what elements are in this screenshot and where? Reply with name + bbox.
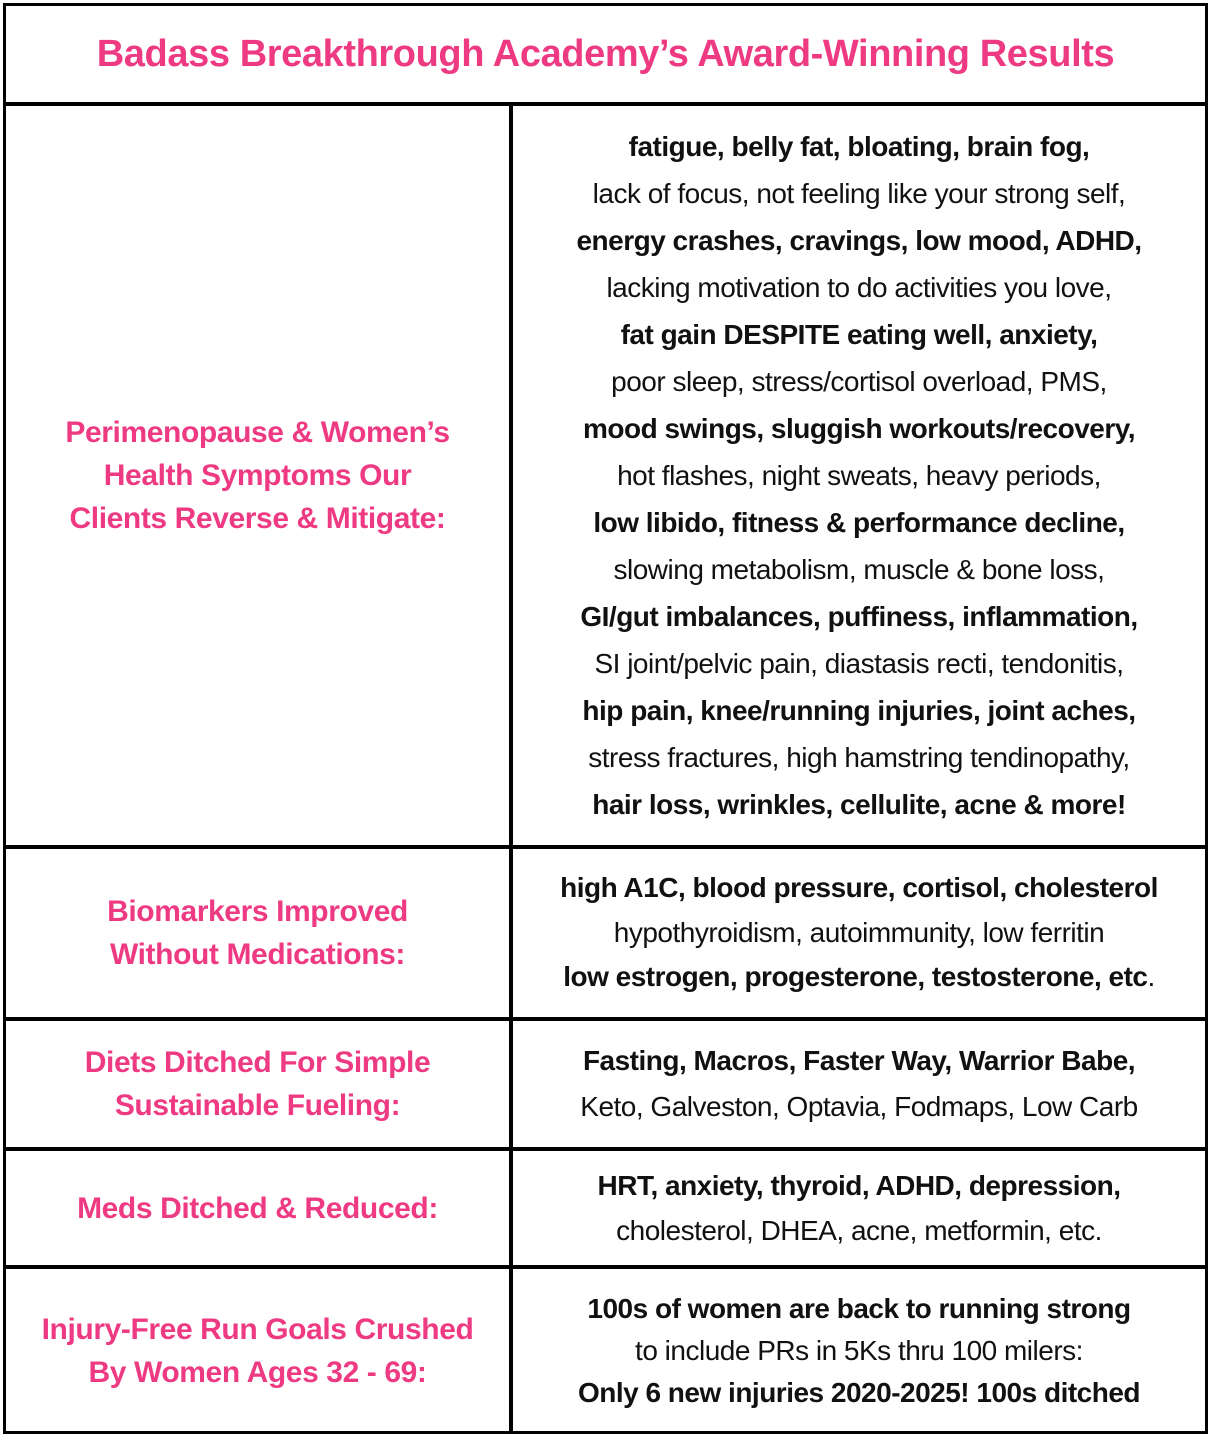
line-text: low libido, fitness & performance declin… [593, 507, 1125, 538]
content-line: mood swings, sluggish workouts/recovery, [582, 405, 1136, 452]
content-line: fat gain DESPITE eating well, anxiety, [621, 311, 1098, 358]
content-line: lack of focus, not feeling like your str… [593, 170, 1126, 217]
line-text: cholesterol, DHEA, acne, metformin, etc. [616, 1215, 1102, 1246]
line-text: Keto, Galveston, Optavia, Fodmaps, Low C… [580, 1091, 1138, 1122]
table-title: Badass Breakthrough Academy’s Award-Winn… [6, 6, 1205, 106]
content-line: HRT, anxiety, thyroid, ADHD, depression, [598, 1163, 1121, 1208]
line-text: HRT, anxiety, thyroid, ADHD, depression, [597, 1170, 1121, 1201]
content-line: to include PRs in 5Ks thru 100 milers: [635, 1330, 1083, 1372]
content-line: hypothyroidism, autoimmunity, low ferrit… [613, 911, 1105, 956]
line-text: hip pain, knee/running injuries, joint a… [582, 695, 1136, 726]
line-text: to include PRs in 5Ks thru 100 milers: [635, 1334, 1083, 1366]
row-content: Fasting, Macros, Faster Way, Warrior Bab… [513, 1021, 1205, 1147]
content-line: slowing metabolism, muscle & bone loss, [614, 546, 1105, 593]
table-row: Perimenopause & Women’s Health Symptoms … [6, 106, 1205, 849]
row-label: Meds Ditched & Reduced: [6, 1151, 513, 1265]
table-row: Biomarkers Improved Without Medications:… [6, 849, 1205, 1021]
line-text: lack of focus, not feeling like your str… [592, 178, 1126, 209]
line-text: low estrogen, progesterone, testosterone… [563, 961, 1148, 993]
table-row: Diets Ditched For Simple Sustainable Fue… [6, 1021, 1205, 1151]
content-line: poor sleep, stress/cortisol overload, PM… [611, 358, 1107, 405]
line-text: stress fractures, high hamstring tendino… [588, 742, 1130, 773]
content-line: Only 6 new injuries 2020-2025! 100s ditc… [577, 1372, 1141, 1414]
content-line: SI joint/pelvic pain, diastasis recti, t… [594, 640, 1124, 687]
content-line: fatigue, belly fat, bloating, brain fog, [629, 123, 1090, 170]
line-text: hot flashes, night sweats, heavy periods… [617, 460, 1101, 491]
content-line: low libido, fitness & performance declin… [593, 499, 1125, 546]
line-tail: . [1147, 961, 1156, 993]
line-text: 100s of women are back to running strong [587, 1292, 1131, 1324]
content-line: energy crashes, cravings, low mood, ADHD… [576, 217, 1142, 264]
line-text: Only 6 new injuries 2020-2025! 100s ditc… [577, 1376, 1141, 1408]
row-content: high A1C, blood pressure, cortisol, chol… [513, 849, 1205, 1017]
row-label: Diets Ditched For Simple Sustainable Fue… [6, 1021, 513, 1147]
row-label: Injury-Free Run Goals Crushed By Women A… [6, 1269, 513, 1432]
content-line: hip pain, knee/running injuries, joint a… [582, 687, 1136, 734]
table-row: Meds Ditched & Reduced: HRT, anxiety, thy… [6, 1151, 1205, 1269]
line-text: GI/gut imbalances, puffiness, inflammati… [580, 601, 1138, 632]
content-line: hot flashes, night sweats, heavy periods… [617, 452, 1101, 499]
line-text: slowing metabolism, muscle & bone loss, [613, 554, 1105, 585]
line-text: SI joint/pelvic pain, diastasis recti, t… [594, 648, 1124, 679]
content-line: GI/gut imbalances, puffiness, inflammati… [580, 593, 1138, 640]
row-content: 100s of women are back to running strong… [513, 1269, 1205, 1432]
content-line: lacking motivation to do activities you … [606, 264, 1112, 311]
line-text: fat gain DESPITE eating well, anxiety, [620, 319, 1098, 350]
line-text: lacking motivation to do activities you … [606, 272, 1112, 303]
content-line: Keto, Galveston, Optavia, Fodmaps, Low C… [580, 1084, 1138, 1130]
row-content: fatigue, belly fat, bloating, brain fog,… [513, 106, 1205, 845]
content-line: high A1C, blood pressure, cortisol, chol… [560, 866, 1158, 911]
content-line: Fasting, Macros, Faster Way, Warrior Bab… [582, 1038, 1136, 1084]
content-line: hair loss, wrinkles, cellulite, acne & m… [592, 781, 1126, 828]
line-text: high A1C, blood pressure, cortisol, chol… [560, 872, 1158, 904]
line-text: poor sleep, stress/cortisol overload, PM… [611, 366, 1107, 397]
line-text: hair loss, wrinkles, cellulite, acne & m… [592, 789, 1126, 820]
line-text: hypothyroidism, autoimmunity, low ferrit… [613, 916, 1105, 948]
line-text: Fasting, Macros, Faster Way, Warrior Bab… [582, 1045, 1136, 1076]
table-row: Injury-Free Run Goals Crushed By Women A… [6, 1269, 1205, 1432]
row-content: HRT, anxiety, thyroid, ADHD, depression,… [513, 1151, 1205, 1265]
content-line: stress fractures, high hamstring tendino… [588, 734, 1130, 781]
line-text: fatigue, belly fat, bloating, brain fog, [628, 131, 1090, 162]
row-label: Perimenopause & Women’s Health Symptoms … [6, 106, 513, 845]
line-text: energy crashes, cravings, low mood, ADHD… [576, 225, 1142, 256]
row-label: Biomarkers Improved Without Medications: [6, 849, 513, 1017]
content-line: cholesterol, DHEA, acne, metformin, etc. [616, 1208, 1102, 1253]
line-text: mood swings, sluggish workouts/recovery, [582, 413, 1136, 444]
content-line: 100s of women are back to running strong [587, 1288, 1131, 1330]
results-table: Badass Breakthrough Academy’s Award-Winn… [3, 3, 1208, 1434]
content-line: low estrogen, progesterone, testosterone… [563, 955, 1155, 1000]
